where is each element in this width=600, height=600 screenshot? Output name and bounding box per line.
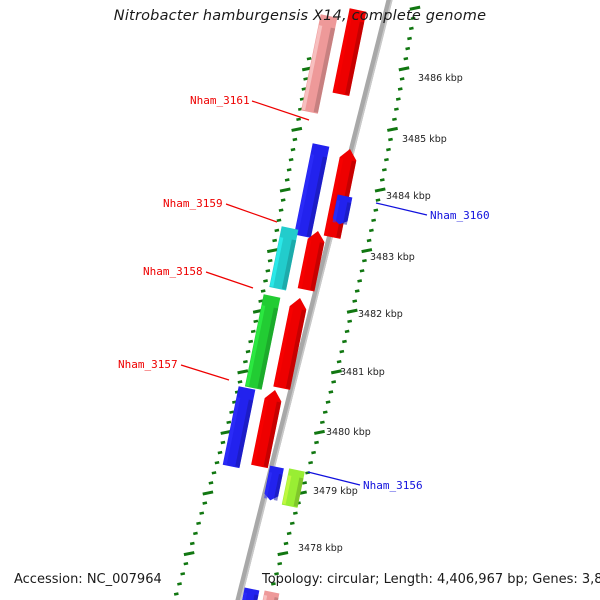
gene-features-group[interactable] <box>222 8 367 600</box>
genome-backbone <box>235 0 393 600</box>
gene-feature[interactable] <box>244 294 281 390</box>
gene-feature[interactable] <box>294 143 330 238</box>
accession-text: Accession: NC_007964 <box>14 572 162 587</box>
kbp-tick-label: 3479 kbp <box>313 486 358 497</box>
gene-feature[interactable] <box>332 8 367 96</box>
leader-line <box>180 364 230 381</box>
gene-feature[interactable] <box>251 388 283 469</box>
gene-label-nham_3156[interactable]: Nham_3156 <box>363 479 423 492</box>
kbp-labels-group: 3486 kbp 3485 kbp 3484 kbp 3483 kbp 3482 kbp… <box>298 73 463 554</box>
gene-feature[interactable] <box>273 296 308 390</box>
gene-label-nham_3160[interactable]: Nham_3160 <box>430 209 490 222</box>
kbp-tick-label: 3482 kbp <box>358 309 403 320</box>
gene-feature[interactable] <box>323 147 359 239</box>
kbp-tick-label: 3478 kbp <box>298 543 343 554</box>
kbp-tick-label: 3486 kbp <box>418 73 463 84</box>
gene-label-nham_3157[interactable]: Nham_3157 <box>118 358 178 371</box>
leader-line <box>205 271 254 289</box>
kbp-tick-label: 3484 kbp <box>386 191 431 202</box>
gene-label-nham_3159[interactable]: Nham_3159 <box>163 197 223 210</box>
gene-feature[interactable] <box>222 386 256 469</box>
genome-stats-text: Topology: circular; Length: 4,406,967 bp… <box>262 572 600 587</box>
kbp-tick-label: 3481 kbp <box>340 367 385 378</box>
gene-feature[interactable] <box>260 590 280 600</box>
page-title: Nitrobacter hamburgensis X14, complete g… <box>113 8 487 24</box>
kbp-tick-label: 3483 kbp <box>370 252 415 263</box>
gene-feature[interactable] <box>281 468 305 508</box>
gene-label-nham_3161[interactable]: Nham_3161 <box>190 94 250 107</box>
gene-label-nham_3158[interactable]: Nham_3158 <box>143 265 203 278</box>
gene-feature[interactable] <box>263 465 284 502</box>
leader-line <box>251 100 310 121</box>
gene-labels-group[interactable]: Nham_3161 Nham_3159 Nham_3158 Nham_3157 Nham… <box>118 94 490 492</box>
gene-feature[interactable] <box>269 226 299 291</box>
leader-line <box>307 471 361 486</box>
gene-feature[interactable] <box>239 587 260 600</box>
leader-lines-group <box>180 100 428 486</box>
gene-feature[interactable] <box>297 229 327 292</box>
gene-feature[interactable] <box>301 14 338 114</box>
leader-line <box>225 203 278 223</box>
kbp-tick-label: 3480 kbp <box>326 427 371 438</box>
gene-feature[interactable] <box>332 194 353 226</box>
leader-line <box>375 202 428 216</box>
kbp-tick-label: 3485 kbp <box>402 134 447 145</box>
